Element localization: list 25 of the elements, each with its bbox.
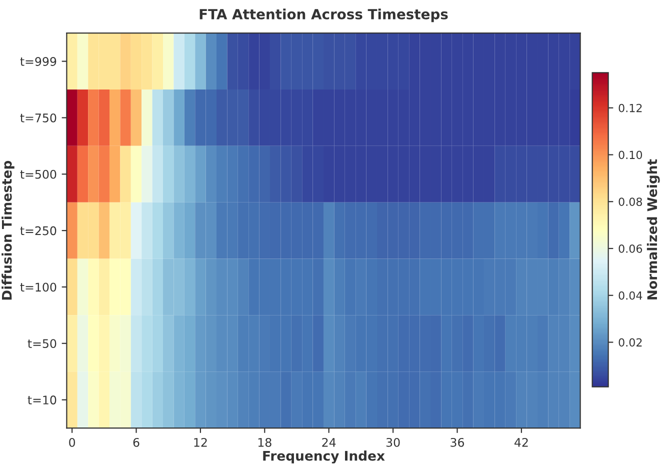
y-tick-label: t=50 — [28, 339, 56, 348]
color-bar-label: 0.04 — [618, 291, 642, 300]
color-bar-label: 0.10 — [618, 150, 642, 160]
x-tick-label: 18 — [258, 438, 272, 447]
chart-title: FTA Attention Across Timesteps — [200, 8, 448, 22]
x-tick-label: 24 — [322, 438, 336, 447]
y-tick-label: t=999 — [20, 57, 56, 66]
y-tick-label: t=250 — [20, 226, 56, 236]
x-tick-label: 6 — [133, 438, 140, 447]
x-tick-label: 0 — [69, 438, 76, 447]
y-tick-label: t=100 — [20, 282, 56, 292]
y-tick-label: t=500 — [20, 170, 56, 179]
color-bar-label: 0.06 — [618, 244, 642, 253]
color-bar-label: 0.08 — [618, 198, 642, 206]
y-tick-label: t=10 — [28, 396, 56, 404]
y-tick-label: t=750 — [20, 113, 56, 122]
color-bar-label: 0.02 — [618, 338, 642, 347]
x-tick-label: 12 — [194, 438, 207, 447]
x-tick-label: 30 — [386, 438, 400, 447]
x-tick-label: 36 — [450, 438, 464, 447]
color-bar-title: Normalized Weight — [646, 159, 660, 300]
y-axis-title: Diffusion Timestep — [2, 160, 14, 300]
color-bar-label: 0.12 — [618, 104, 642, 112]
x-axis-title: Frequency Index — [263, 450, 385, 464]
x-tick-label: 42 — [514, 438, 528, 447]
